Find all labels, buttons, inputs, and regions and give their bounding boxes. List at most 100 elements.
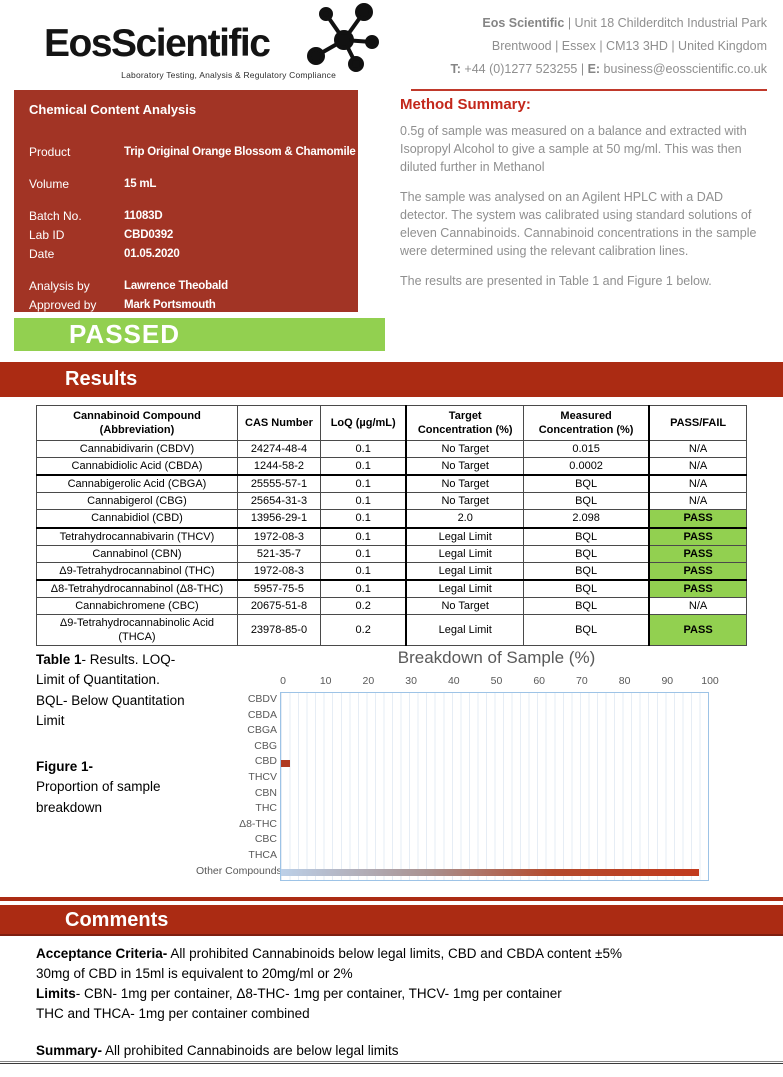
chart-category-label: CBDV bbox=[247, 693, 277, 705]
results-table-body: Cannabidivarin (CBDV) 24274-48-4 0.1 No Tar… bbox=[36, 440, 748, 647]
table-cell: 23978-85-0 bbox=[236, 613, 321, 647]
column-header-target: Target Concentration (%) bbox=[405, 404, 525, 442]
comments-section-banner: Comments bbox=[0, 905, 783, 936]
table-cell: 0.0002 bbox=[523, 457, 650, 477]
field-label: Product bbox=[29, 145, 71, 159]
figure-captions: Table 1- Results. LOQ- Limit of Quantita… bbox=[36, 650, 194, 818]
field-value: Trip Original Orange Blossom & Chamomile bbox=[124, 146, 356, 158]
x-tick-label: 20 bbox=[362, 675, 375, 687]
field-label: Analysis by bbox=[29, 279, 90, 293]
table-cell: 0.015 bbox=[523, 440, 650, 459]
field-value: Mark Portsmouth bbox=[124, 299, 216, 311]
table-cell: 1244-58-2 bbox=[236, 457, 321, 477]
comments-top-strip bbox=[0, 897, 783, 901]
table-cell: 521-35-7 bbox=[236, 544, 321, 563]
comment-line: Acceptance Criteria- All prohibited Cann… bbox=[36, 944, 766, 964]
field-value: Lawrence Theobald bbox=[124, 280, 228, 292]
table-cell: Cannabidiolic Acid (CBDA) bbox=[36, 457, 238, 477]
table-cell: Δ9-Tetrahydrocannabinol (THC) bbox=[36, 561, 238, 581]
comment-line: THC and THCA- 1mg per container combined bbox=[36, 1004, 766, 1024]
table-cell: 0.1 bbox=[319, 440, 407, 459]
chart-body: CBDV CBDA CBGA CBG CBD THCV CBN THC Δ8-THC CBC THC… bbox=[196, 692, 716, 882]
x-tick-label: 50 bbox=[490, 675, 503, 687]
pass-fail-cell: N/A bbox=[648, 596, 748, 615]
table-row: Cannabichromene (CBC) 20675-51-8 0.2 No Tar… bbox=[36, 596, 748, 615]
contact-address-line-2: Brentwood | Essex | CM13 3HD | United Ki… bbox=[491, 39, 767, 53]
table-cell: 5957-75-5 bbox=[236, 579, 321, 598]
table-cell: BQL bbox=[523, 474, 650, 494]
table1-caption-label: Table 1 bbox=[36, 652, 82, 667]
method-paragraph: The sample was analysed on an Agilent HP… bbox=[400, 190, 757, 258]
chart-category-label: CBN bbox=[254, 786, 277, 799]
x-tick-label: 80 bbox=[618, 675, 631, 687]
table-cell: No Target bbox=[405, 457, 525, 477]
contact-phone-email: T: +44 (0)1277 523255 | E: business@eoss… bbox=[387, 58, 767, 81]
table-cell: BQL bbox=[523, 596, 650, 615]
info-row-lab-id: Lab ID CBD0392 bbox=[29, 226, 350, 245]
email-value: business@eosscientific.co.uk bbox=[600, 62, 767, 76]
column-header-passfail: PASS/FAIL bbox=[648, 404, 748, 442]
address-unit: | Unit 18 Childerditch Industrial Park bbox=[564, 16, 767, 30]
table-cell: 0.1 bbox=[319, 544, 407, 563]
footer-rule bbox=[0, 1061, 783, 1064]
x-tick-label: 30 bbox=[405, 675, 417, 687]
chart-category-labels: CBDV CBDA CBGA CBG CBD THCV CBN THC Δ8-THC CBC THC… bbox=[196, 692, 282, 881]
info-row-volume: Volume 15 mL bbox=[29, 175, 350, 194]
chart-bar-row bbox=[281, 740, 708, 756]
table-cell: 0.1 bbox=[319, 492, 407, 511]
table-cell: 0.2 bbox=[319, 613, 407, 647]
comment-line-text: THC and THCA- 1mg per container combined bbox=[36, 1006, 310, 1021]
pass-fail-cell: N/A bbox=[648, 440, 748, 459]
table-row: Cannabidiol (CBD) 13956-29-1 0.1 2.0 2.098 PA… bbox=[36, 509, 748, 529]
pass-fail-cell: PASS bbox=[648, 544, 748, 563]
field-label: Date bbox=[29, 247, 55, 261]
chart-bar-row bbox=[281, 818, 708, 834]
table-cell: No Target bbox=[405, 492, 525, 511]
table-cell: Cannabinol (CBN) bbox=[36, 544, 238, 563]
method-summary-heading: Method Summary: bbox=[400, 96, 531, 113]
table-cell: Cannabidivarin (CBDV) bbox=[36, 440, 238, 459]
contact-info: Eos Scientific | Unit 18 Childerditch In… bbox=[387, 12, 767, 91]
pass-fail-cell: PASS bbox=[648, 579, 748, 598]
phone-value: +44 (0)1277 523255 | bbox=[460, 62, 588, 76]
chemical-content-analysis-box: Chemical Content Analysis Product Trip Or… bbox=[14, 90, 358, 312]
info-row-approved-by: Approved by Mark Portsmouth bbox=[29, 296, 350, 315]
results-table-wrap: Cannabinoid Compound (Abbreviation) CAS … bbox=[36, 404, 748, 647]
chart-category-label: CBD bbox=[254, 755, 277, 768]
table1-caption: Table 1- Results. LOQ- Limit of Quantita… bbox=[36, 650, 194, 731]
passed-status-banner: PASSED bbox=[14, 318, 385, 351]
table-row: Cannabidivarin (CBDV) 24274-48-4 0.1 No Tar… bbox=[36, 440, 748, 459]
pass-fail-cell: PASS bbox=[648, 613, 748, 647]
pass-fail-cell: N/A bbox=[648, 457, 748, 477]
logo-tagline: Laboratory Testing, Analysis & Regulator… bbox=[121, 70, 336, 80]
field-value: 01.05.2020 bbox=[124, 248, 180, 260]
table-cell: Legal Limit bbox=[405, 561, 525, 581]
chart-category-label: CBDA bbox=[247, 708, 277, 721]
table-cell: 13956-29-1 bbox=[236, 509, 321, 529]
info-row-analysis-by: Analysis by Lawrence Theobald bbox=[29, 277, 350, 296]
results-table: Cannabinoid Compound (Abbreviation) CAS … bbox=[36, 404, 748, 647]
figure1-caption-text: Proportion of sample breakdown bbox=[36, 779, 161, 815]
chart-category-label: CBGA bbox=[247, 724, 277, 737]
chart-category-label: CBG bbox=[254, 739, 277, 752]
field-label: Approved by bbox=[29, 298, 97, 312]
field-label: Batch No. bbox=[29, 209, 82, 223]
chart-category-label: Other Compounds bbox=[196, 864, 282, 877]
logo: EosScientific Laboratory Testing, Analys… bbox=[44, 3, 379, 86]
table-cell: BQL bbox=[523, 561, 650, 581]
chart-bar-row bbox=[281, 802, 708, 818]
chart-bar-row bbox=[281, 693, 708, 709]
info-row-product: Product Trip Original Orange Blossom & Ch… bbox=[29, 143, 356, 162]
logo-text: EosScientific bbox=[44, 22, 271, 65]
table-cell: BQL bbox=[523, 579, 650, 598]
table-cell: 1972-08-3 bbox=[236, 561, 321, 581]
x-tick-label: 10 bbox=[319, 675, 332, 687]
info-box-title: Chemical Content Analysis bbox=[29, 102, 197, 117]
x-tick-label: 60 bbox=[533, 675, 546, 687]
table-cell: 0.2 bbox=[319, 596, 407, 615]
comment-line: 30mg of CBD in 15ml is equivalent to 20m… bbox=[36, 964, 766, 984]
chart-x-axis: 0 10 20 30 40 50 60 70 80 90 100 bbox=[280, 672, 719, 692]
table-cell: Cannabigerol (CBG) bbox=[36, 492, 238, 511]
table-cell: No Target bbox=[405, 596, 525, 615]
